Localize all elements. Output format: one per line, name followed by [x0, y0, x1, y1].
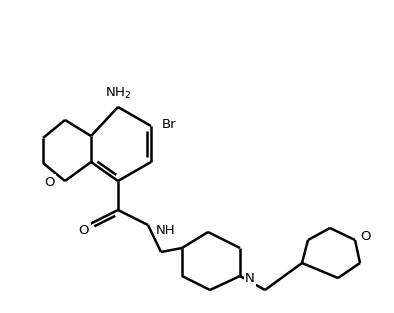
Text: O: O	[79, 223, 89, 237]
Text: N: N	[245, 273, 255, 285]
Text: O: O	[45, 176, 55, 188]
Text: NH$_2$: NH$_2$	[105, 85, 131, 100]
Text: O: O	[360, 230, 370, 244]
Text: NH: NH	[156, 223, 176, 237]
Text: Br: Br	[162, 117, 176, 131]
